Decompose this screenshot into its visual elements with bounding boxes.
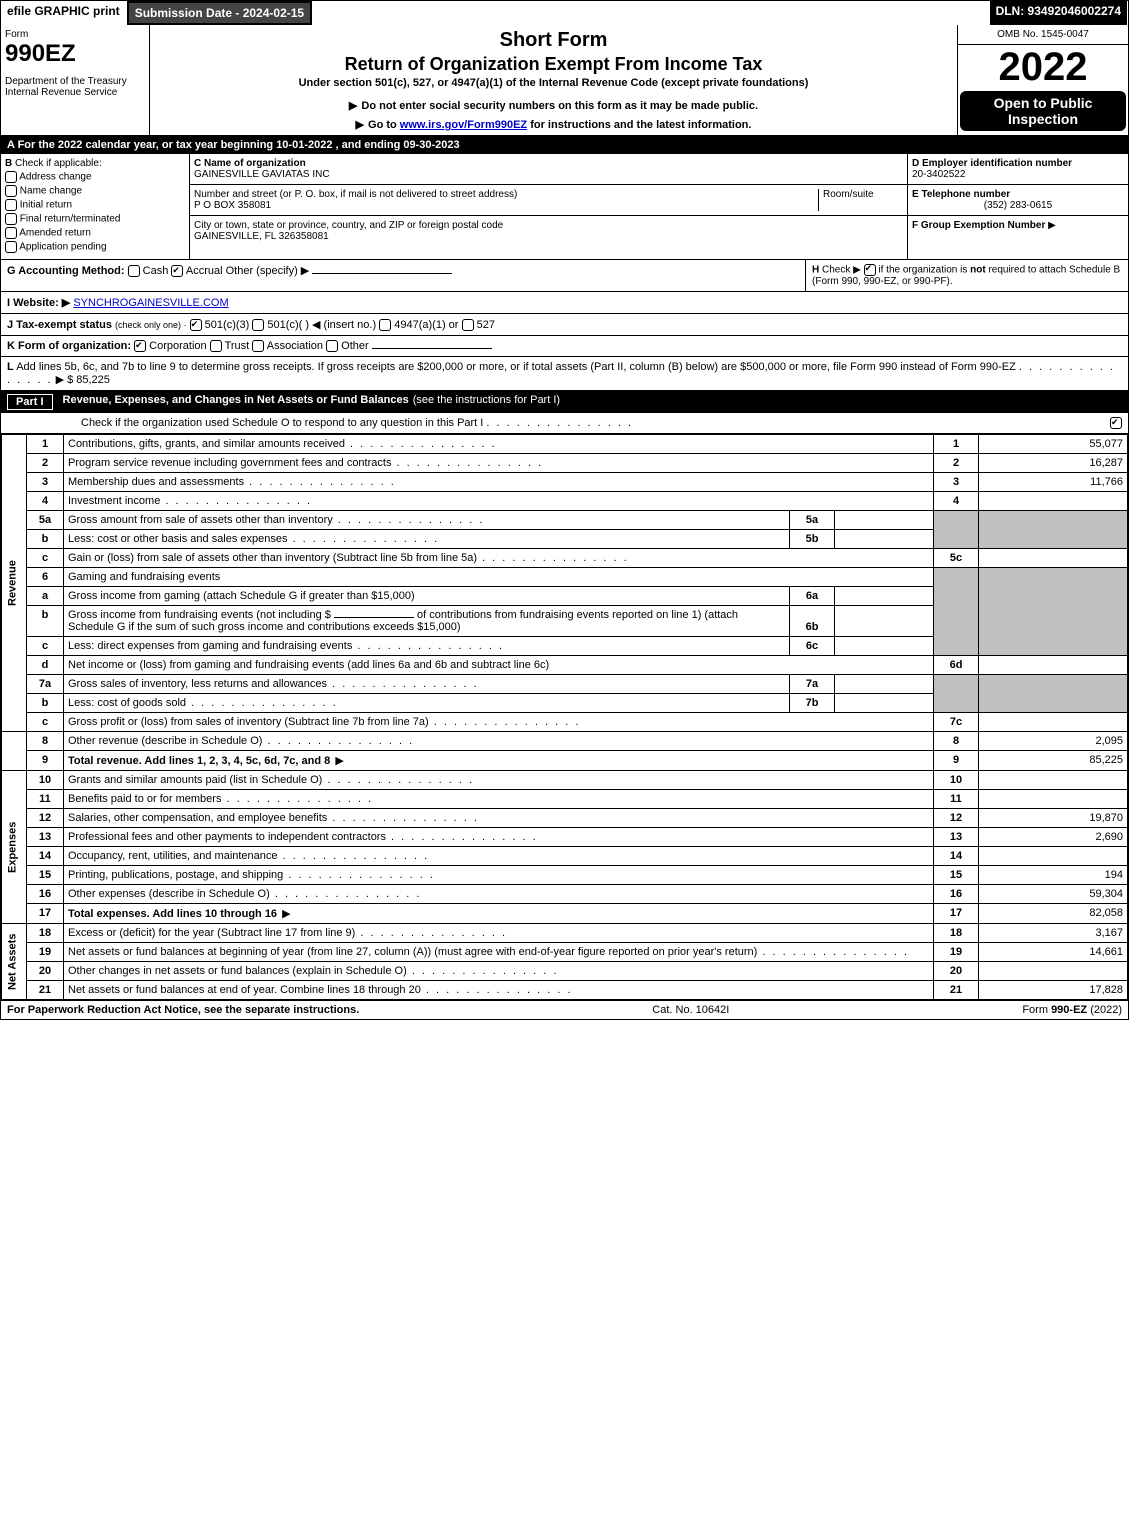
info-grid: B Check if applicable: Address change Na…	[1, 154, 1128, 260]
chk-accrual[interactable]	[171, 265, 183, 277]
h-text1: Check ▶	[822, 265, 861, 276]
irs-label: Internal Revenue Service	[5, 87, 145, 98]
ein: 20-3402522	[912, 169, 1124, 180]
header-row: Form 990EZ Department of the Treasury In…	[1, 25, 1128, 136]
section-i: I Website: ▶ SYNCHROGAINESVILLE.COM	[1, 292, 1128, 314]
chk-4947[interactable]	[379, 319, 391, 331]
goto-post: for instructions and the latest informat…	[527, 119, 751, 131]
c-name-label: C Name of organization	[194, 158, 903, 169]
street-label: Number and street (or P. O. box, if mail…	[194, 189, 818, 200]
street: P O BOX 358081	[194, 200, 818, 211]
footer-right: Form 990-EZ (2022)	[1022, 1004, 1122, 1016]
omb-number: OMB No. 1545-0047	[958, 25, 1128, 45]
revenue-side-label: Revenue	[2, 435, 27, 732]
org-name: GAINESVILLE GAVIATAS INC	[194, 169, 903, 180]
d-label: D Employer identification number	[912, 158, 1124, 169]
section-b: B Check if applicable: Address change Na…	[1, 154, 190, 259]
chk-schedule-b[interactable]	[864, 264, 876, 276]
return-title: Return of Organization Exempt From Incom…	[154, 54, 953, 75]
g-other: Other (specify) ▶	[226, 265, 310, 277]
h-text2: if the organization is	[878, 265, 970, 276]
part1-check: Check if the organization used Schedule …	[1, 413, 1128, 434]
j-sub: (check only one) ·	[115, 320, 187, 330]
header-left: Form 990EZ Department of the Treasury In…	[1, 25, 150, 135]
section-h: H Check ▶ if the organization is not req…	[805, 260, 1128, 291]
section-j: J Tax-exempt status (check only one) · 5…	[1, 314, 1128, 336]
g-label: G Accounting Method:	[7, 265, 125, 277]
phone: (352) 283-0615	[912, 200, 1124, 211]
chk-amended[interactable]: Amended return	[5, 227, 185, 239]
l-label: L	[7, 361, 14, 373]
part1-header: Part I Revenue, Expenses, and Changes in…	[1, 391, 1128, 413]
open-public: Open to Public Inspection	[960, 91, 1126, 131]
b-label: B	[5, 158, 12, 169]
check-if: Check if applicable:	[15, 158, 102, 169]
footer-center: Cat. No. 10642I	[652, 1004, 729, 1016]
chk-final[interactable]: Final return/terminated	[5, 213, 185, 225]
chk-other[interactable]	[326, 340, 338, 352]
goto-pre: Go to	[356, 119, 400, 131]
chk-501c[interactable]	[252, 319, 264, 331]
short-form-title: Short Form	[154, 29, 953, 52]
header-right: OMB No. 1545-0047 2022 Open to Public In…	[957, 25, 1128, 135]
chk-501c3[interactable]	[190, 319, 202, 331]
submission-date: Submission Date - 2024-02-15	[127, 1, 312, 25]
header-center: Short Form Return of Organization Exempt…	[150, 25, 957, 135]
section-g: G Accounting Method: Cash Accrual Other …	[1, 260, 805, 291]
chk-address[interactable]: Address change	[5, 171, 185, 183]
netassets-side-label: Net Assets	[2, 924, 27, 1000]
form-number: 990EZ	[5, 40, 145, 68]
ssn-warning: Do not enter social security numbers on …	[154, 99, 953, 112]
chk-name[interactable]: Name change	[5, 185, 185, 197]
chk-trust[interactable]	[210, 340, 222, 352]
expenses-side-label: Expenses	[2, 771, 27, 924]
form-container: efile GRAPHIC print Submission Date - 20…	[0, 0, 1129, 1020]
section-c: C Name of organization GAINESVILLE GAVIA…	[190, 154, 908, 259]
chk-corp[interactable]	[134, 340, 146, 352]
section-def: D Employer identification number 20-3402…	[908, 154, 1128, 259]
footer-left: For Paperwork Reduction Act Notice, see …	[7, 1004, 359, 1016]
chk-assoc[interactable]	[252, 340, 264, 352]
section-l: L Add lines 5b, 6c, and 7b to line 9 to …	[1, 357, 1128, 391]
city-label: City or town, state or province, country…	[194, 220, 903, 231]
gh-row: G Accounting Method: Cash Accrual Other …	[1, 260, 1128, 292]
irs-link[interactable]: www.irs.gov/Form990EZ	[400, 119, 527, 131]
form-label: Form	[5, 29, 145, 40]
chk-527[interactable]	[462, 319, 474, 331]
part1-title: Revenue, Expenses, and Changes in Net As…	[63, 394, 409, 410]
f-label: F Group Exemption Number	[912, 220, 1045, 231]
section-k: K Form of organization: Corporation Trus…	[1, 336, 1128, 357]
top-bar: efile GRAPHIC print Submission Date - 20…	[1, 1, 1128, 25]
e-label: E Telephone number	[912, 189, 1124, 200]
section-a: A For the 2022 calendar year, or tax yea…	[1, 136, 1128, 154]
efile-label[interactable]: efile GRAPHIC print	[1, 1, 127, 25]
part1-check-text: Check if the organization used Schedule …	[81, 417, 483, 429]
part1-label: Part I	[7, 394, 53, 410]
revenue-table: Revenue 1 Contributions, gifts, grants, …	[1, 434, 1128, 1000]
spacer	[312, 1, 989, 25]
l-amount: $ 85,225	[67, 374, 110, 386]
part1-sub: (see the instructions for Part I)	[413, 394, 560, 410]
room-label: Room/suite	[818, 189, 903, 211]
under-section: Under section 501(c), 527, or 4947(a)(1)…	[154, 77, 953, 89]
city: GAINESVILLE, FL 326358081	[194, 231, 903, 242]
dept-treasury: Department of the Treasury	[5, 76, 145, 87]
i-label: I Website: ▶	[7, 297, 70, 309]
chk-cash[interactable]	[128, 265, 140, 277]
h-not: not	[970, 265, 986, 276]
website-link[interactable]: SYNCHROGAINESVILLE.COM	[73, 297, 228, 309]
k-label: K Form of organization:	[7, 340, 131, 352]
dln-number: DLN: 93492046002274	[990, 1, 1128, 25]
chk-initial[interactable]: Initial return	[5, 199, 185, 211]
chk-schedule-o[interactable]	[1110, 417, 1122, 429]
h-label: H	[812, 265, 819, 276]
l-text: Add lines 5b, 6c, and 7b to line 9 to de…	[16, 361, 1016, 373]
j-label: J Tax-exempt status	[7, 319, 112, 331]
tax-year: 2022	[958, 45, 1128, 89]
goto-line: Go to www.irs.gov/Form990EZ for instruct…	[154, 118, 953, 131]
chk-pending[interactable]: Application pending	[5, 241, 185, 253]
footer: For Paperwork Reduction Act Notice, see …	[1, 1000, 1128, 1019]
f-arrow: ▶	[1048, 220, 1056, 231]
